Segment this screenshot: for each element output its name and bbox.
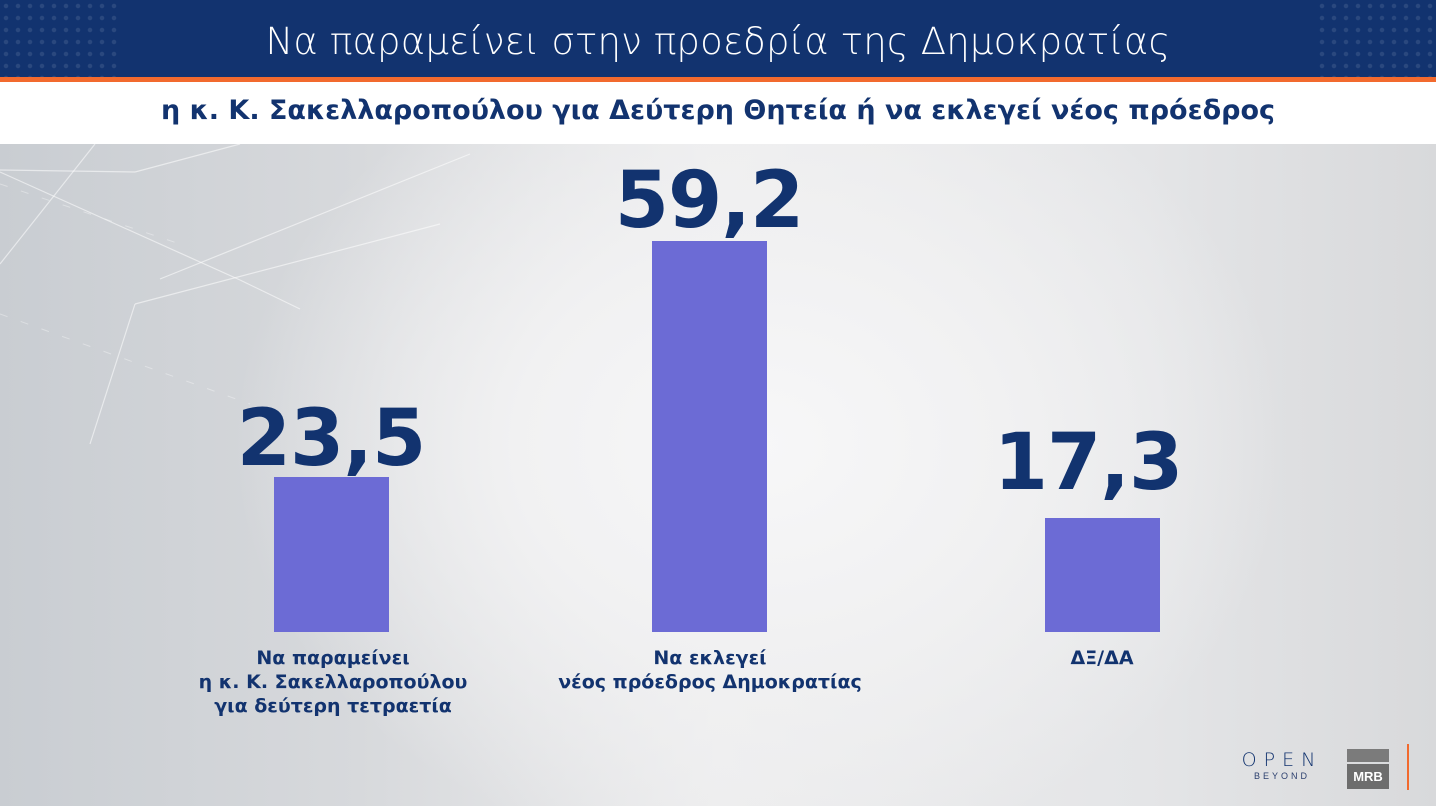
chart-title: Να παραμείνει στην προεδρία της Δημοκρατ…	[265, 20, 1171, 63]
chart-subtitle: η κ. Κ. Σακελλαροπούλου για Δεύτερη Θητε…	[160, 95, 1276, 126]
open-logo-text: OPEN	[1241, 749, 1323, 771]
bar-value-label: 59,2	[614, 156, 804, 246]
bar-dont-know	[1045, 518, 1160, 632]
label-line: Να εκλεγεί	[653, 647, 767, 669]
bar-keep-president	[274, 477, 389, 632]
label-line: ΔΞ/ΔΑ	[1070, 647, 1134, 669]
open-logo-subtext: BEYOND	[1253, 771, 1310, 781]
logo-divider	[1407, 744, 1409, 790]
bar-new-president	[652, 241, 767, 632]
label-line: η κ. Κ. Σακελλαροπούλου	[198, 671, 468, 693]
subtitle-bar: η κ. Κ. Σακελλαροπούλου για Δεύτερη Θητε…	[0, 82, 1436, 144]
open-logo: OPEN BEYOND	[1236, 750, 1328, 782]
bar-value-label: 23,5	[236, 394, 426, 484]
category-label: Να παραμείνει η κ. Κ. Σακελλαροπούλου γι…	[173, 646, 493, 718]
mrb-logo-band	[1347, 749, 1389, 762]
mrb-logo: MRB	[1347, 749, 1389, 789]
category-label: ΔΞ/ΔΑ	[1002, 646, 1202, 670]
mrb-logo-text: MRB	[1347, 764, 1389, 789]
label-line: νέος πρόεδρος Δημοκρατίας	[558, 671, 862, 693]
title-bar: Να παραμείνει στην προεδρία της Δημοκρατ…	[0, 0, 1436, 77]
bar-value-label: 17,3	[993, 418, 1183, 508]
category-label: Να εκλεγεί νέος πρόεδρος Δημοκρατίας	[550, 646, 870, 694]
decorative-dots	[0, 0, 120, 77]
label-line: Να παραμείνει	[256, 647, 410, 669]
label-line: για δεύτερη τετραετία	[214, 695, 452, 717]
broadcaster-logos: OPEN BEYOND MRB	[1236, 744, 1436, 794]
background-lines	[0, 144, 471, 445]
decorative-dots	[1316, 0, 1436, 77]
accent-divider	[0, 77, 1436, 82]
